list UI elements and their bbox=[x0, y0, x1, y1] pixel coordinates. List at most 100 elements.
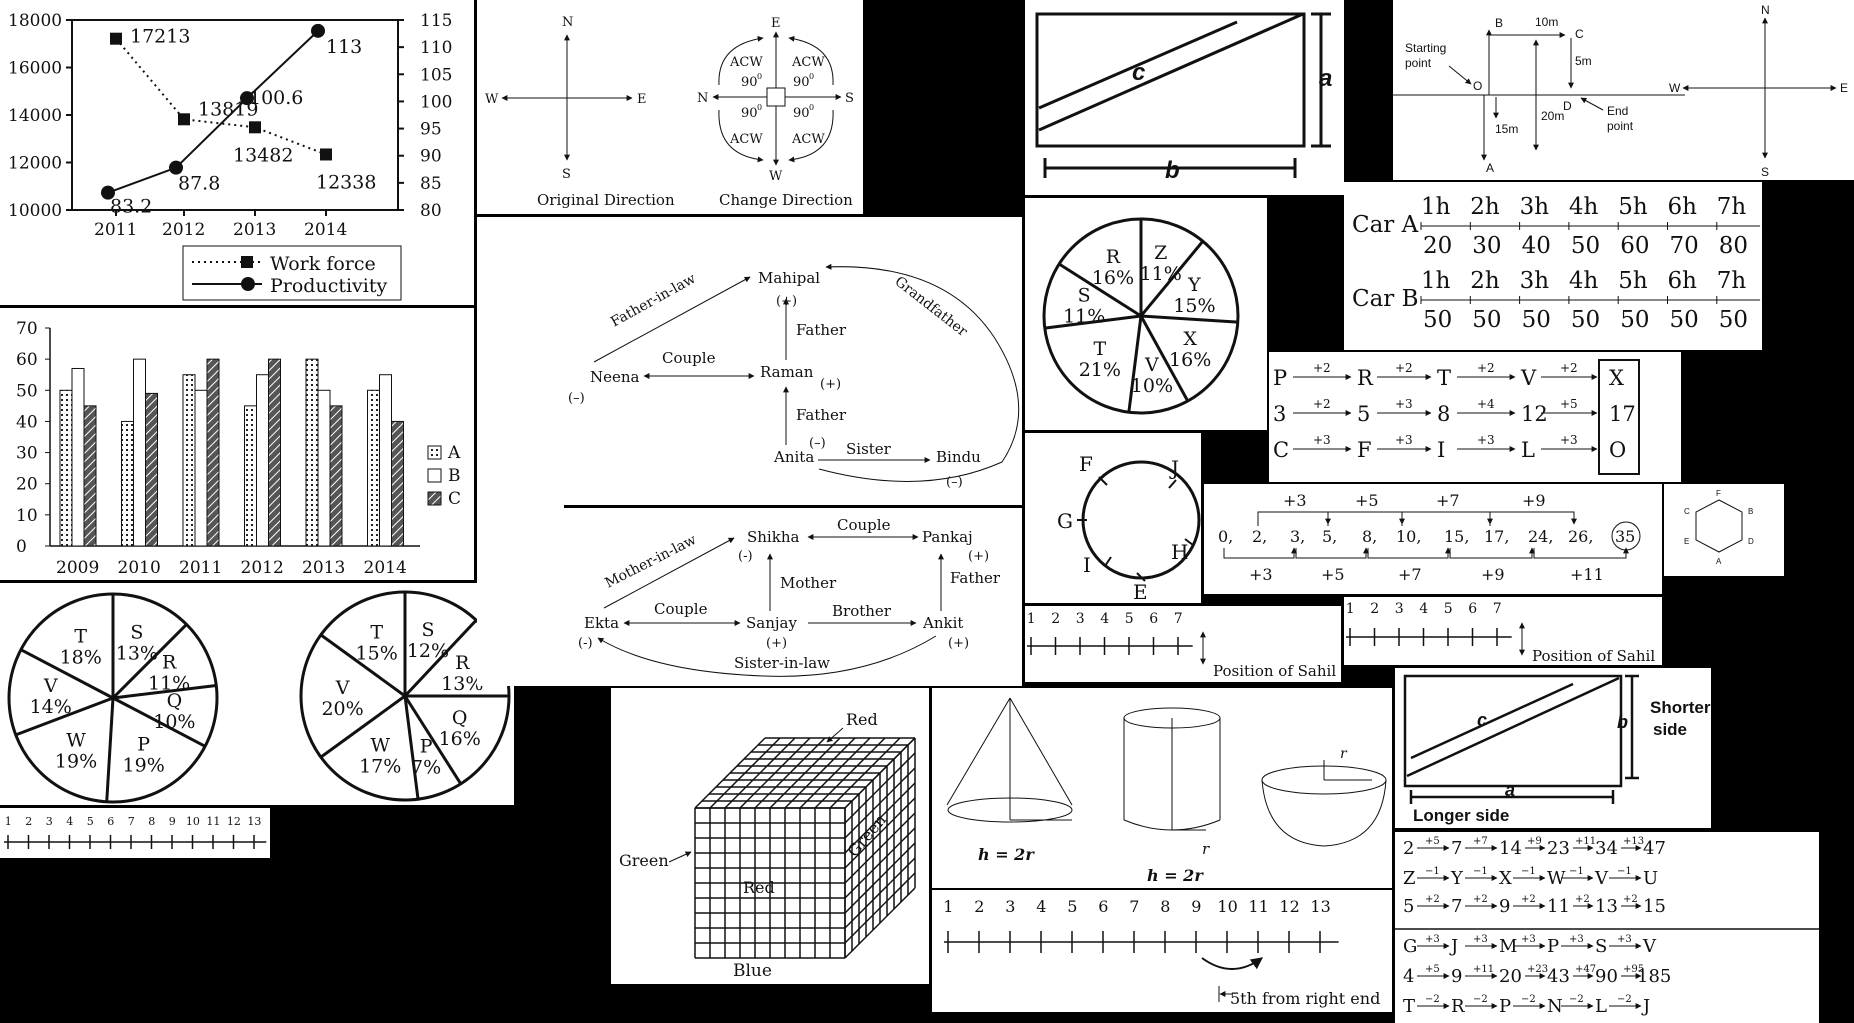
series-op: +4 bbox=[1477, 397, 1495, 411]
pie2-slice-value: 20% bbox=[321, 698, 363, 720]
family-tree-2-panel: Shikha (-) Pankaj (+) Ekta (-) Sanjay (+… bbox=[564, 508, 1022, 686]
series-right-op: −1 bbox=[1617, 866, 1632, 877]
original-direction-caption: Original Direction bbox=[537, 191, 675, 209]
series-right-term: X bbox=[1499, 868, 1512, 889]
pie1-slice-value: 19% bbox=[55, 750, 97, 772]
ruler13-num: 2 bbox=[25, 815, 32, 828]
pie3-divider bbox=[1141, 316, 1238, 322]
productivity-point bbox=[311, 24, 325, 38]
productivity-value-label: 87.8 bbox=[178, 173, 220, 195]
number-jump-num: 8, bbox=[1362, 527, 1377, 546]
ninety-3: 90 bbox=[741, 106, 758, 121]
bar-A bbox=[60, 390, 72, 546]
seat-j: J bbox=[1169, 456, 1179, 480]
series-right-term: V bbox=[1642, 936, 1657, 957]
pie1-slice-label: P bbox=[137, 733, 150, 755]
series-right-term: 4 bbox=[1403, 966, 1414, 987]
series-right-term: 23 bbox=[1547, 838, 1570, 859]
pie3-slice-value: 16% bbox=[1169, 349, 1211, 371]
sahil2-num: 4 bbox=[1419, 601, 1428, 617]
label-father-1: Father bbox=[796, 321, 847, 339]
sahil1-num: 7 bbox=[1174, 611, 1183, 627]
hexagon-panel: F B D A E C bbox=[1664, 484, 1784, 576]
label-couple-top: Couple bbox=[837, 516, 891, 534]
series-op: +3 bbox=[1313, 433, 1331, 447]
pie1-slice-value: 18% bbox=[60, 647, 102, 669]
label-couple: Couple bbox=[662, 349, 716, 367]
series-right-term: 9 bbox=[1451, 966, 1462, 987]
series-right-op: −2 bbox=[1617, 994, 1632, 1005]
pie1-slice-label: R bbox=[162, 652, 177, 674]
left-tick-label: 10000 bbox=[8, 201, 62, 221]
bar-B bbox=[134, 359, 146, 546]
bar-C bbox=[330, 406, 342, 546]
line-chart-panel: 10000 12000 14000 16000 18000 80 85 90 95 100 105 1… bbox=[0, 0, 474, 305]
pie1-slice-label: W bbox=[66, 729, 86, 751]
rulerright-num: 1 bbox=[943, 897, 953, 916]
node-shikha: Shikha bbox=[747, 528, 799, 546]
right-tick-label: 100 bbox=[420, 92, 452, 112]
car-a-value: 80 bbox=[1719, 233, 1748, 259]
series-right-term: 13 bbox=[1595, 896, 1618, 917]
ruler13-num: 12 bbox=[227, 815, 241, 828]
cube-red-top: Red bbox=[846, 710, 878, 729]
pie3-panel: Z 11% Y 15% X 16% V 10% T 21% S 11% R 16% bbox=[1025, 198, 1267, 430]
rulerright-num: 13 bbox=[1310, 897, 1330, 916]
pie3-slice-label: S bbox=[1078, 284, 1091, 306]
pie3-slice-label: T bbox=[1094, 338, 1107, 360]
rect2-side-a: a bbox=[1505, 780, 1515, 800]
bar-A bbox=[183, 375, 195, 546]
raman-sign: (+) bbox=[820, 377, 841, 392]
anita-sign: (–) bbox=[809, 436, 826, 451]
series-right-term: S bbox=[1595, 936, 1607, 957]
acw-1: ACW bbox=[729, 55, 763, 70]
series-right-term: 47 bbox=[1643, 838, 1666, 859]
right-tick-label: 115 bbox=[420, 11, 452, 31]
number-jump-bottom-op: +5 bbox=[1321, 565, 1345, 584]
longer-side: Longer side bbox=[1413, 806, 1509, 825]
path-5m: 5m bbox=[1575, 54, 1592, 68]
deg-4: 0 bbox=[809, 103, 814, 112]
series-op: +3 bbox=[1395, 433, 1413, 447]
pie2-slice-value: 17% bbox=[359, 755, 401, 777]
rulerright-num: 9 bbox=[1191, 897, 1201, 916]
rectangle-2-panel: c b Shorter side a Longer side bbox=[1395, 668, 1711, 828]
cylinder-height-label: h = 2r bbox=[1147, 866, 1204, 885]
rulerright-num: 11 bbox=[1248, 897, 1268, 916]
series-right-op: +2 bbox=[1521, 894, 1536, 905]
series-right-term: N bbox=[1547, 996, 1563, 1017]
path-20m: 20m bbox=[1541, 109, 1564, 123]
circle-seating: F J G H I E bbox=[1025, 433, 1201, 603]
series-right-term: 9 bbox=[1499, 896, 1510, 917]
ruler13-num: 3 bbox=[46, 815, 53, 828]
ruler13-num: 7 bbox=[128, 815, 135, 828]
pie2-slice-label: R bbox=[455, 652, 470, 674]
family-tree-2: Shikha (-) Pankaj (+) Ekta (-) Sanjay (+… bbox=[564, 508, 1022, 686]
series-right-term: 5 bbox=[1403, 896, 1414, 917]
seat-e: E bbox=[1133, 580, 1148, 603]
series-right-term: J bbox=[1641, 996, 1650, 1017]
series-term: T bbox=[1437, 366, 1451, 390]
car-b-hour: 4h bbox=[1569, 268, 1599, 294]
series-right-term: 34 bbox=[1595, 838, 1618, 859]
series-right-op: +2 bbox=[1425, 894, 1440, 905]
painted-cube: Red Green Green Red Blue bbox=[611, 688, 929, 984]
shikha-sign: (-) bbox=[738, 549, 753, 564]
number-jump-top-arrow bbox=[1402, 512, 1490, 526]
series-right-term: P bbox=[1499, 996, 1511, 1017]
series-term: 5 bbox=[1357, 402, 1370, 426]
car-a-value: 50 bbox=[1571, 233, 1600, 259]
sahil2-num: 2 bbox=[1370, 601, 1379, 617]
series-panel: P R T V +2 +2 +2 +2 X 3 5 8 12 +2 +3 +4 +5 17 C F I L +3 +3 +3 +3… bbox=[1269, 352, 1681, 482]
bar-B bbox=[195, 390, 207, 546]
shorter-side-1: Shorter bbox=[1650, 698, 1711, 717]
number-jump-bottom-op: +9 bbox=[1481, 565, 1505, 584]
ruler13-num: 8 bbox=[148, 815, 155, 828]
directions-panel: N S W E Original Direction E W N S ACW A… bbox=[477, 0, 863, 214]
series-right-op: −1 bbox=[1521, 866, 1536, 877]
pie1-slice-label: V bbox=[43, 675, 58, 697]
pankaj-sign: (+) bbox=[968, 549, 989, 564]
rectangle-1-panel: c a b bbox=[1025, 0, 1344, 195]
series-right-op: +47 bbox=[1575, 964, 1596, 975]
pie2-slice-label: Q bbox=[452, 707, 468, 729]
